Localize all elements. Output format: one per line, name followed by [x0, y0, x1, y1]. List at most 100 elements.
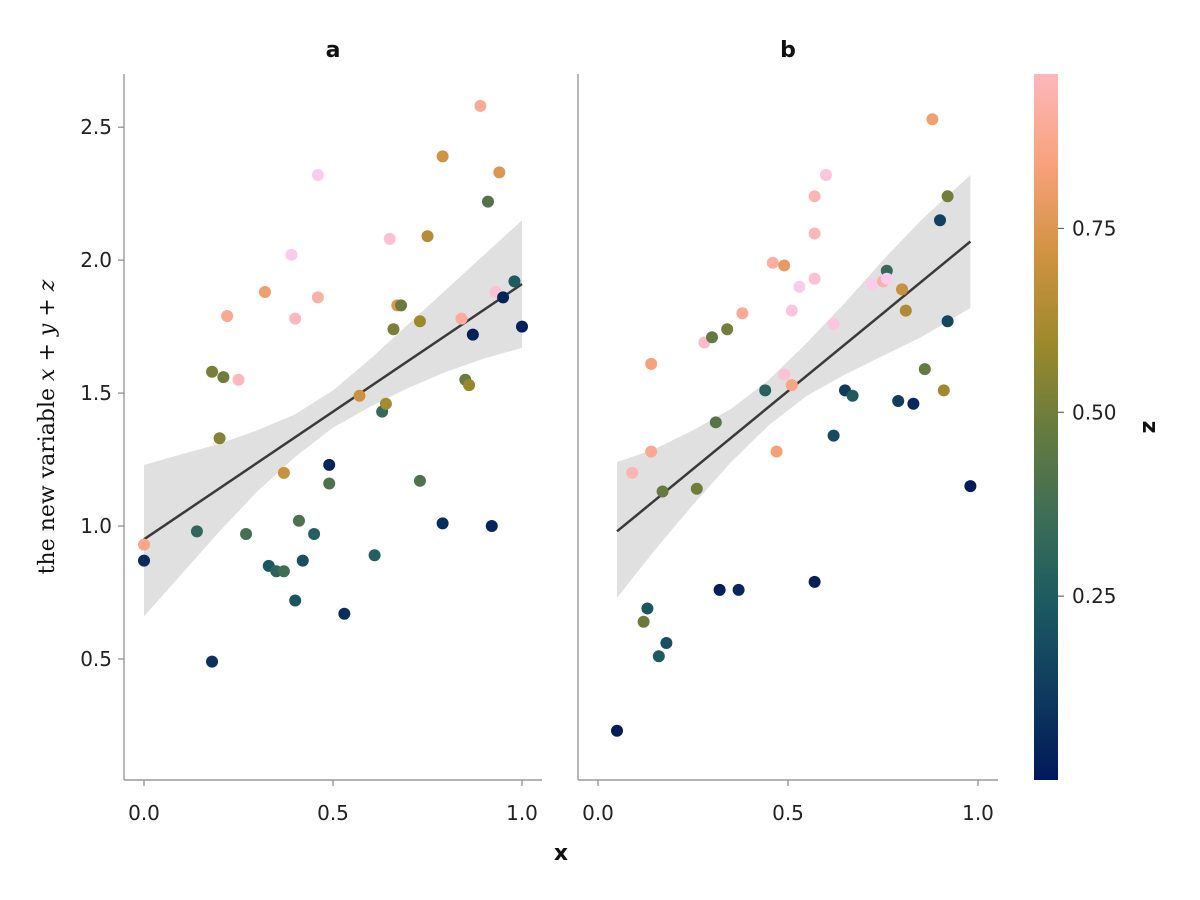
panel-a-title: a [326, 38, 341, 63]
x-axis-title: x [554, 841, 568, 866]
data-point [907, 397, 920, 410]
data-point [759, 384, 772, 397]
data-point [652, 650, 665, 663]
panel-b-x-ticks: 0.0 0.5 1.0 [582, 780, 994, 825]
data-point [289, 594, 302, 607]
data-point [827, 429, 840, 442]
data-point [645, 445, 658, 458]
data-point [289, 312, 302, 325]
y-tick-label: 2.5 [80, 115, 112, 139]
data-point [934, 214, 946, 227]
panel-a-points [138, 99, 528, 668]
data-point [808, 190, 821, 203]
x-tick-label: 0.5 [317, 801, 349, 825]
data-point [709, 416, 722, 429]
data-point [516, 320, 528, 333]
data-point [379, 397, 392, 410]
data-point [311, 291, 324, 304]
colorbar: 0.25 0.50 0.75 z [1034, 74, 1162, 780]
data-point [808, 227, 821, 240]
data-point [308, 527, 321, 540]
data-point [645, 357, 658, 370]
data-point [217, 371, 230, 384]
data-point [713, 583, 726, 596]
data-point [721, 323, 734, 336]
colorbar-ticks: 0.25 0.50 0.75 [1058, 216, 1117, 608]
data-point [626, 466, 639, 479]
y-tick-label: 0.5 [80, 647, 112, 671]
data-point [240, 527, 253, 540]
data-point [926, 113, 939, 126]
data-point [338, 607, 351, 620]
y-axis-title-math: x + y + z [35, 279, 60, 381]
data-point [820, 169, 832, 182]
data-point [413, 315, 426, 328]
data-point [865, 278, 878, 291]
data-point [808, 575, 821, 588]
data-point [232, 373, 245, 386]
colorbar-tick-label: 0.50 [1072, 400, 1117, 424]
data-point [660, 637, 673, 650]
x-tick-label: 0.0 [128, 801, 160, 825]
x-tick-label: 0.0 [582, 801, 614, 825]
data-point [827, 317, 840, 330]
data-point [436, 517, 449, 530]
data-point [323, 458, 336, 471]
data-point [368, 549, 381, 562]
data-point [383, 232, 396, 245]
data-point [190, 525, 203, 538]
data-point [221, 309, 234, 322]
data-point [421, 230, 434, 243]
data-point [770, 445, 783, 458]
data-point [778, 368, 791, 381]
data-point [785, 379, 798, 392]
data-point [766, 256, 779, 269]
data-point [277, 466, 290, 479]
data-point [395, 299, 408, 312]
data-point [413, 474, 426, 487]
data-point [941, 315, 954, 328]
data-point [808, 272, 821, 285]
data-point [941, 190, 954, 203]
data-point [206, 365, 219, 378]
data-point [292, 514, 305, 527]
data-point [455, 312, 468, 325]
colorbar-title: z [1137, 421, 1162, 434]
data-point [706, 331, 718, 344]
data-point [846, 389, 859, 402]
data-point [508, 275, 521, 288]
x-tick-label: 1.0 [506, 801, 538, 825]
y-tick-label: 1.0 [80, 514, 112, 538]
data-point [690, 482, 703, 495]
panel-b: b 0.0 0.5 1.0 [577, 38, 998, 825]
data-point [611, 724, 623, 737]
data-point [485, 520, 498, 533]
panel-a-y-ticks: 0.5 1.0 1.5 2.0 2.5 [80, 115, 124, 671]
x-tick-label: 0.5 [772, 801, 804, 825]
data-point [641, 602, 654, 615]
data-point [387, 323, 400, 336]
data-point [213, 432, 226, 445]
colorbar-tick-label: 0.25 [1072, 584, 1117, 608]
data-point [258, 286, 271, 299]
data-point [463, 379, 476, 392]
panel-a-x-ticks: 0.0 0.5 1.0 [128, 780, 538, 825]
data-point [736, 307, 749, 320]
panel-b-points [611, 113, 977, 737]
data-point [656, 485, 669, 498]
data-point [323, 477, 336, 490]
data-point [899, 304, 912, 317]
panel-b-title: b [780, 38, 796, 63]
y-tick-label: 1.5 [80, 381, 112, 405]
panel-a-confidence-band [144, 220, 522, 617]
data-point [880, 272, 893, 285]
data-point [497, 291, 510, 304]
data-point [138, 538, 150, 551]
data-point [466, 328, 479, 341]
y-axis-title: the new variable x + y + z [35, 279, 60, 574]
data-point [918, 363, 931, 376]
data-point [785, 304, 798, 317]
colorbar-tick-label: 0.75 [1072, 216, 1117, 240]
y-tick-label: 2.0 [80, 248, 112, 272]
